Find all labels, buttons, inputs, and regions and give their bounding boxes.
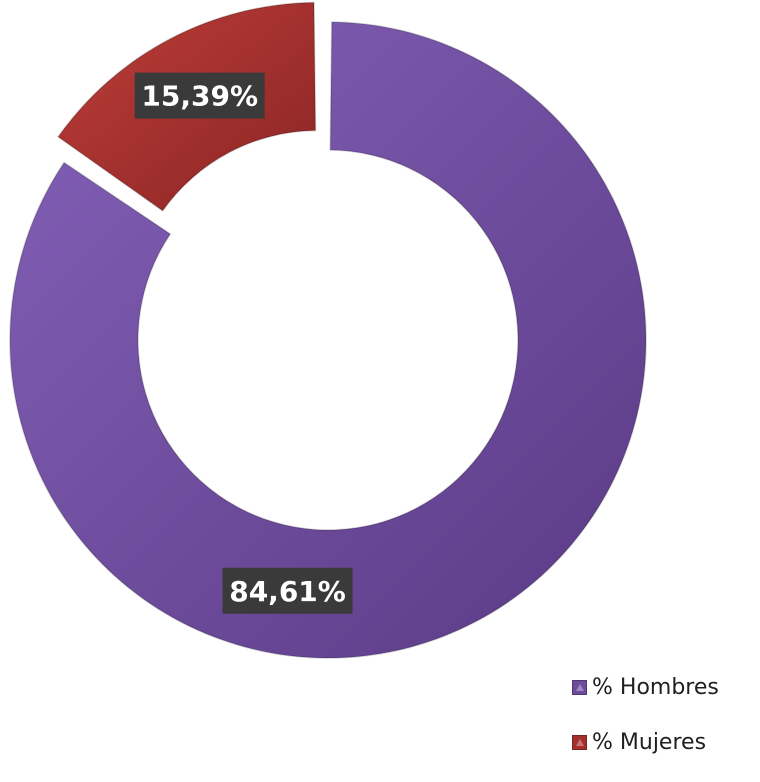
data-label-box — [222, 567, 353, 614]
legend-item-hombres: % Hombres — [572, 672, 752, 702]
data-label-mujeres: 15,39% — [134, 72, 265, 119]
data-label-box — [134, 72, 265, 119]
donut-slice-hombres — [9, 21, 647, 659]
data-label-hombres: 84,61% — [222, 567, 353, 614]
legend-label-hombres: % Hombres — [592, 674, 719, 700]
legend-label-mujeres: % Mujeres — [592, 729, 707, 755]
legend: % Hombres % Mujeres — [572, 672, 752, 782]
legend-item-mujeres: % Mujeres — [572, 727, 752, 757]
legend-swatch-mujeres — [572, 734, 587, 750]
legend-swatch-hombres — [572, 679, 587, 695]
data-label-text: 15,39% — [141, 80, 258, 113]
data-label-text: 84,61% — [229, 575, 346, 608]
